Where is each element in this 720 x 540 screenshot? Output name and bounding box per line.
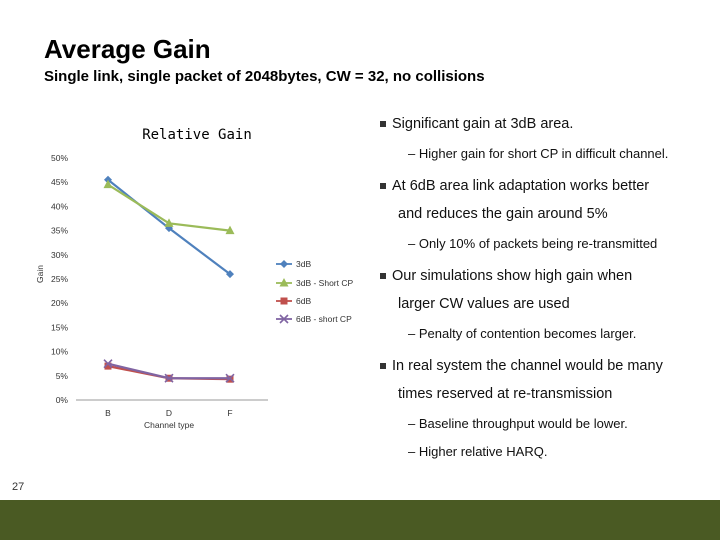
bullet-item: Our simulations show high gain when large… [380,262,710,318]
sub-bullet-item: – Penalty of contention becomes larger. [408,326,637,341]
sub-bullet-item: – Baseline throughput would be lower. [408,416,628,431]
legend-label: 3dB - Short CP [296,278,353,288]
y-tick-label: 40% [51,201,68,211]
y-tick-label: 50% [51,153,68,163]
x-axis-label: Channel type [144,420,194,430]
data-point-triangle [225,225,235,235]
data-point-triangle [164,218,174,227]
y-tick-label: 15% [51,322,68,332]
data-point-x [164,373,174,383]
y-tick-label: 5% [56,371,69,381]
bullet-continuation: larger CW values are used [398,296,570,312]
bullet-square-icon [380,183,386,190]
y-tick-label: 30% [51,250,68,260]
y-axis-label: Gain [35,265,45,283]
y-tick-label: 45% [51,177,68,187]
bullet-square-icon [380,121,386,128]
data-point-x [103,359,113,369]
y-tick-label: 0% [56,395,69,405]
legend-label: 6dB [296,296,311,306]
bullet-item: At 6dB area link adaptation works better… [380,172,710,228]
x-tick-label: D [166,408,172,418]
footer-bar [0,500,720,540]
chart-title: Relative Gain [142,127,252,143]
slide-title: Average Gain [44,34,211,64]
bullet-item: Significant gain at 3dB area. [380,110,710,138]
x-tick-label: F [227,408,232,418]
bullet-item: In real system the channel would be many… [380,352,710,408]
page-number: 27 [12,481,25,493]
legend-label: 3dB [296,259,311,269]
data-point-x [225,373,235,383]
bullet-text: In real system the channel would be many [392,358,663,374]
data-point-diamond [226,270,234,279]
bullet-continuation: and reduces the gain around 5% [398,206,608,222]
data-point-square [280,297,288,305]
y-tick-label: 35% [51,226,68,236]
chart-svg: Relative Gain 0% 5% 10% 15% 20% 25% 30% 35% 40% 45… [35,127,353,430]
data-point-diamond [280,260,288,268]
data-point-square [104,362,112,370]
sub-bullet-item: – Only 10% of packets being re-transmitt… [408,236,658,251]
bullet-text: Significant gain at 3dB area. [392,116,574,132]
bullet-text: At 6dB area link adaptation works better [392,178,650,194]
slide-subtitle: Single link, single packet of 2048bytes,… [44,68,485,85]
relative-gain-chart: Relative Gain 0% 5% 10% 15% 20% 25% 30% 35% 40% 45… [0,110,380,440]
x-tick-label: B [105,408,111,418]
y-tick-label: 20% [51,298,68,308]
bullet-continuation: times reserved at re-transmission [398,386,613,402]
y-tick-label: 25% [51,274,68,284]
sub-bullet-item: – Higher gain for short CP in difficult … [408,146,669,161]
bullet-text: Our simulations show high gain when [392,268,633,284]
legend-label: 6dB - short CP [296,314,352,324]
y-tick-label: 10% [51,347,68,357]
data-point-triangle [279,278,289,287]
sub-bullet-item: – Higher relative HARQ. [408,444,548,459]
bullet-square-icon [380,273,386,280]
data-point-diamond [165,224,173,233]
data-point-x [279,314,289,324]
bullet-square-icon [380,363,386,370]
data-point-triangle [103,179,113,189]
